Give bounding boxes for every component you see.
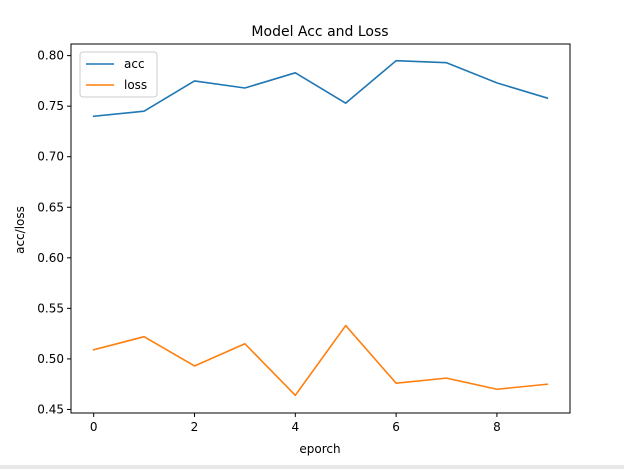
y-axis-label: acc/loss (13, 206, 27, 254)
y-tick-label: 0.70 (37, 150, 64, 164)
x-axis-label: eporch (299, 442, 340, 456)
y-tick-label: 0.60 (37, 251, 64, 265)
series-line-loss (92, 324, 549, 397)
y-tick-label: 0.50 (37, 352, 64, 366)
x-tick-label: 4 (291, 420, 299, 434)
y-tick-label: 0.65 (37, 200, 64, 214)
legend-label-acc: acc (124, 57, 145, 71)
y-tick-label: 0.75 (37, 99, 64, 113)
chart-title: Model Acc and Loss (251, 24, 388, 40)
legend-label-loss: loss (124, 78, 147, 92)
series-lines (92, 59, 549, 397)
x-tick-label: 0 (90, 420, 98, 434)
x-axis: 0 2 4 6 8 (90, 413, 501, 434)
window-bottom-edge (0, 465, 624, 469)
y-tick-label: 0.45 (37, 402, 64, 416)
x-tick-label: 8 (493, 420, 501, 434)
series-line-acc (92, 59, 549, 118)
x-tick-label: 2 (191, 420, 199, 434)
y-axis: 0.45 0.50 0.55 0.60 0.65 0.70 0.75 0.80 (37, 49, 71, 416)
plot-area (70, 43, 571, 414)
x-tick-label: 6 (392, 420, 400, 434)
legend: acc loss (79, 51, 158, 98)
y-tick-label: 0.55 (37, 301, 64, 315)
y-tick-label: 0.80 (37, 49, 64, 63)
